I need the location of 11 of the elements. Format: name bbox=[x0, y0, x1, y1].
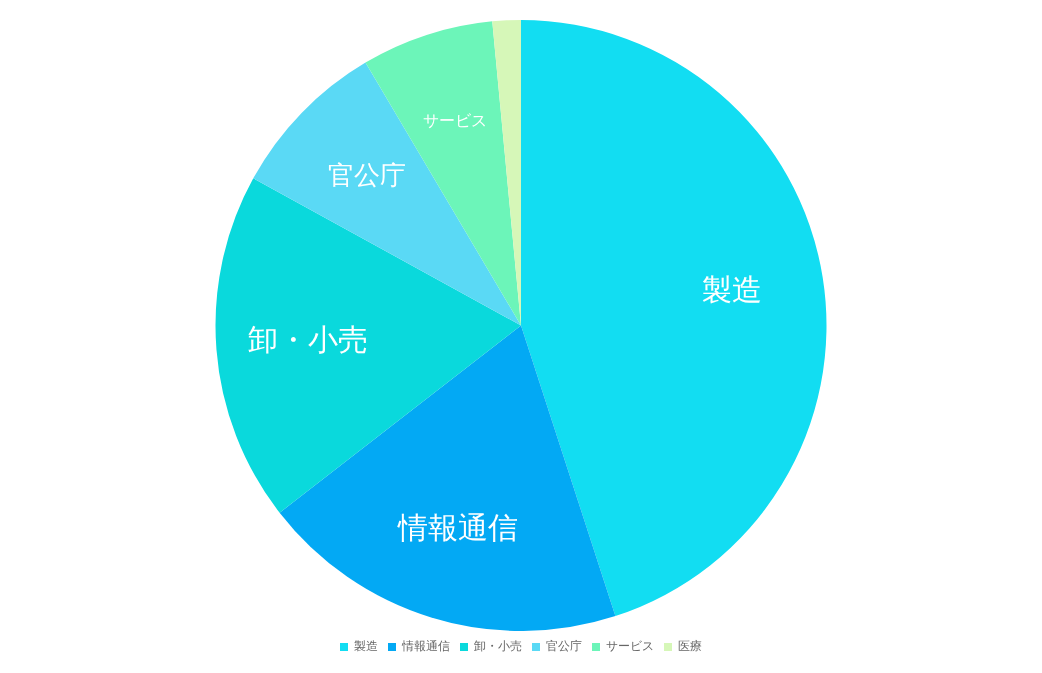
slice-label: 製造 bbox=[702, 271, 763, 307]
legend-label: 医療 bbox=[678, 639, 702, 654]
slice-label: 官公庁 bbox=[328, 159, 407, 190]
legend-label: 製造 bbox=[354, 639, 378, 654]
legend-label: 卸・小売 bbox=[474, 639, 522, 654]
slice-label: 情報通信 bbox=[397, 509, 519, 545]
legend-label: サービス bbox=[606, 639, 654, 654]
legend-label: 情報通信 bbox=[401, 639, 450, 654]
slice-label: サービス bbox=[422, 111, 487, 131]
legend-label: 官公庁 bbox=[546, 639, 582, 654]
slice-label: 卸・小売 bbox=[247, 322, 368, 358]
